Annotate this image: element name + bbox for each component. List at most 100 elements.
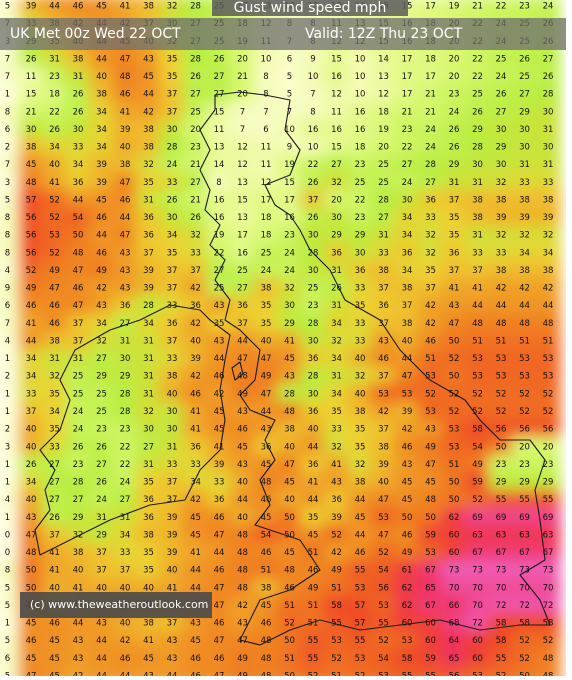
wind-cell [394,577,420,598]
wind-value: 31 [49,54,60,64]
wind-value: 40 [237,478,248,488]
wind-value: 32 [96,336,107,346]
wind-cell [300,560,326,580]
wind-cell [0,190,21,210]
wind-cell [323,172,350,193]
wind-value: 22 [355,195,366,205]
wind-cell [112,260,138,281]
wind-value: 35 [355,425,366,435]
wind-cell [0,66,21,87]
wind-value: 50 [449,336,460,346]
wind-value: 7 [5,160,10,170]
wind-cell [300,454,326,475]
wind-value: 21 [425,107,436,117]
wind-cell [417,436,444,457]
wind-value: 13 [378,72,389,82]
wind-cell [276,436,303,457]
wind-cell [464,507,491,528]
wind-value: 35 [355,442,366,452]
wind-value: 44 [96,54,107,64]
wind-cell [41,101,68,122]
wind-value: 37 [167,495,178,505]
wind-value: 46 [402,442,413,452]
wind-value: 31 [49,354,60,364]
wind-cell [229,542,256,563]
wind-value: 40 [355,354,366,364]
wind-value: 26 [543,72,554,82]
wind-value: 52 [543,389,554,399]
wind-value: 58 [402,654,413,664]
wind-value: 36 [425,195,436,205]
wind-cell [276,331,303,351]
wind-cell [300,295,326,316]
wind-cell [488,0,514,16]
wind-cell [323,66,350,87]
wind-value: 26 [96,478,107,488]
wind-value: 42 [96,284,107,294]
wind-cell [323,331,350,351]
wind-cell [65,666,91,676]
wind-value: 23 [120,425,131,435]
wind-value: 35 [49,389,60,399]
wind-cell [0,366,21,387]
wind-cell [511,472,538,492]
wind-cell [276,225,303,246]
wind-cell [488,507,514,528]
wind-value: 36 [308,407,319,417]
wind-cell [417,66,444,87]
wind-value: 49 [308,583,319,593]
wind-cell [182,348,209,369]
wind-value: 23 [449,90,460,100]
wind-cell [112,225,138,246]
wind-cell [417,348,444,369]
wind-cell [206,260,232,281]
wind-value: 39 [167,548,178,558]
wind-cell [135,648,162,669]
wind-cell [206,666,232,676]
wind-cell [370,66,397,87]
wind-cell [347,295,373,316]
wind-value: 48 [261,671,272,680]
wind-value: 55 [425,671,436,680]
wind-cell [229,348,256,369]
coast-great-britain [199,91,551,646]
wind-cell [65,0,91,16]
wind-value: 43 [96,301,107,311]
wind-value: 35 [214,319,225,329]
wind-cell [18,613,44,633]
wind-value: 38 [496,195,507,205]
wind-value: 45 [190,513,201,523]
wind-value: 54 [378,566,389,576]
wind-value: 52 [331,654,342,664]
wind-cell [417,84,444,104]
wind-cell [417,560,444,580]
wind-cell [370,577,397,598]
wind-cell [276,190,303,210]
wind-value: 47 [214,530,225,540]
wind-cell [229,595,256,616]
wind-value: 10 [355,54,366,64]
wind-cell [323,384,350,404]
wind-cell [88,119,115,140]
wind-cell [65,648,91,669]
wind-value: 43 [237,407,248,417]
wind-value: 51 [519,336,530,346]
wind-cell [159,154,185,175]
wind-cell [18,401,44,422]
wind-cell [535,154,561,175]
wind-value: 52 [49,213,60,223]
wind-value: 39 [167,530,178,540]
wind-cell [323,260,350,281]
wind-cell [112,630,138,651]
wind-value: 26 [214,54,225,64]
wind-cell [206,137,232,157]
wind-cell [253,172,279,193]
wind-value: 43 [190,619,201,629]
wind-value: 35 [449,231,460,241]
wind-value: 32 [425,248,436,258]
wind-value: 43 [120,266,131,276]
wind-value: 22 [402,143,413,153]
wind-value: 37 [402,301,413,311]
wind-cell [88,225,115,246]
wind-value: 1 [5,407,10,417]
